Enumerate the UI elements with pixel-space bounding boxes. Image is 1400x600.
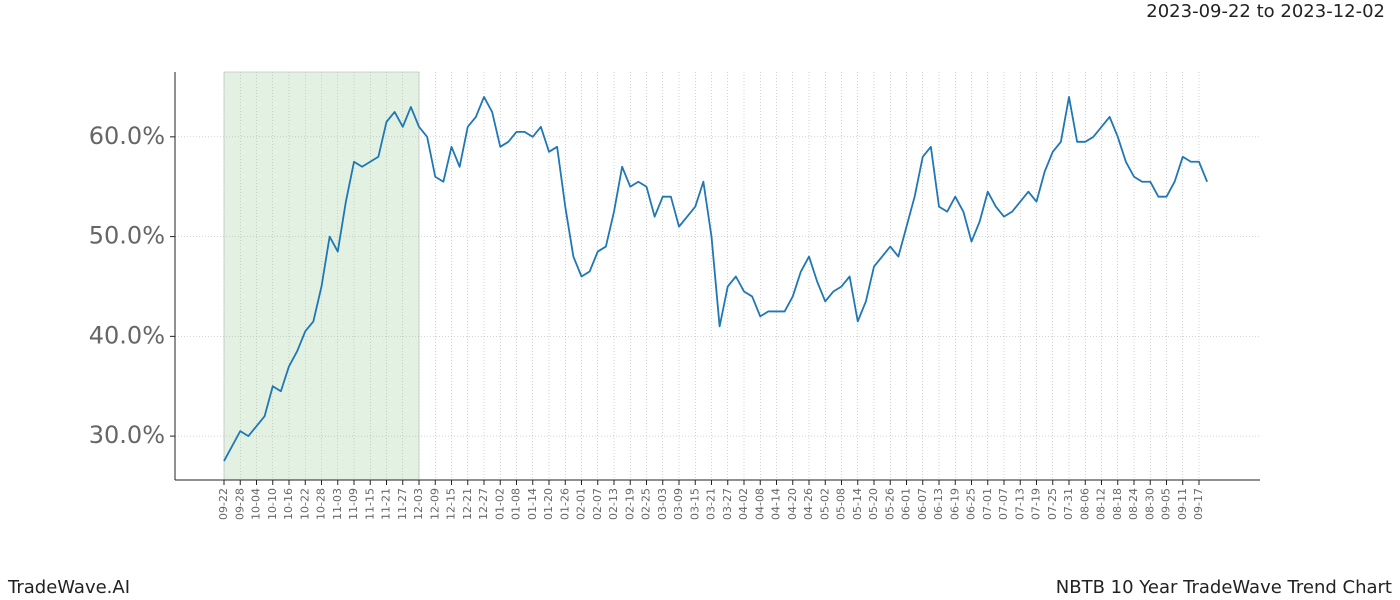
- x-tick-label: 04-26: [802, 488, 815, 520]
- x-tick-label: 02-13: [607, 488, 620, 520]
- x-tick-label: 02-19: [623, 488, 636, 520]
- x-tick-label: 08-12: [1095, 488, 1108, 520]
- x-tick-label: 05-02: [818, 488, 831, 520]
- x-tick-label: 12-21: [461, 488, 474, 520]
- x-tick-label: 02-25: [640, 488, 653, 520]
- y-tick-label: 30.0%: [89, 421, 165, 449]
- x-tick-label: 09-22: [217, 488, 230, 520]
- x-tick-label: 08-06: [1078, 488, 1091, 520]
- x-tick-label: 01-02: [493, 488, 506, 520]
- x-tick-label: 11-27: [396, 488, 409, 520]
- x-tick-label: 05-26: [883, 488, 896, 520]
- x-tick-label: 04-02: [737, 488, 750, 520]
- x-tick-label: 06-01: [900, 488, 913, 520]
- x-tick-label: 09-17: [1192, 488, 1205, 520]
- x-tick-label: 09-05: [1160, 488, 1173, 520]
- x-tick-label: 08-30: [1143, 488, 1156, 520]
- x-tick-label: 07-31: [1062, 488, 1075, 520]
- y-tick-label: 60.0%: [89, 122, 165, 150]
- x-tick-label: 04-14: [770, 488, 783, 520]
- x-tick-label: 11-09: [347, 488, 360, 520]
- x-tick-label: 10-28: [315, 488, 328, 520]
- y-tick-label: 40.0%: [89, 321, 165, 349]
- x-tick-label: 05-08: [835, 488, 848, 520]
- x-tick-label: 12-27: [477, 488, 490, 520]
- x-tick-label: 08-18: [1111, 488, 1124, 520]
- x-tick-label: 11-03: [331, 488, 344, 520]
- x-tick-label: 07-07: [997, 488, 1010, 520]
- x-tick-label: 09-28: [233, 488, 246, 520]
- x-tick-label: 11-15: [363, 488, 376, 520]
- x-tick-label: 10-16: [282, 488, 295, 520]
- trend-line: [223, 96, 1208, 462]
- x-tick-label: 08-24: [1127, 488, 1140, 520]
- x-tick-label: 06-19: [948, 488, 961, 520]
- x-tick-label: 01-08: [510, 488, 523, 520]
- x-tick-label: 03-21: [705, 488, 718, 520]
- x-tick-label: 12-09: [428, 488, 441, 520]
- x-tick-label: 03-27: [721, 488, 734, 520]
- footer-right: NBTB 10 Year TradeWave Trend Chart: [1056, 577, 1392, 598]
- x-tick-label: 10-04: [250, 488, 263, 520]
- x-tick-label: 01-26: [558, 488, 571, 520]
- x-tick-label: 06-07: [916, 488, 929, 520]
- x-tick-label: 03-09: [672, 488, 685, 520]
- x-tick-label: 03-03: [656, 488, 669, 520]
- x-tick-label: 09-11: [1176, 488, 1189, 520]
- x-tick-label: 12-03: [412, 488, 425, 520]
- x-tick-label: 07-13: [1013, 488, 1026, 520]
- x-tick-label: 10-10: [266, 488, 279, 520]
- x-tick-label: 04-20: [786, 488, 799, 520]
- x-tick-label: 04-08: [753, 488, 766, 520]
- x-tick-label: 06-13: [932, 488, 945, 520]
- x-tick-label: 05-14: [851, 488, 864, 520]
- x-tick-label: 11-21: [380, 488, 393, 520]
- x-tick-label: 02-01: [575, 488, 588, 520]
- chart-subtitle: 2023-09-22 to 2023-12-02: [1146, 1, 1385, 22]
- x-tick-label: 07-25: [1046, 488, 1059, 520]
- x-tick-label: 05-20: [867, 488, 880, 520]
- footer-left: TradeWave.AI: [7, 577, 130, 598]
- x-tick-label: 01-14: [526, 488, 539, 520]
- x-tick-label: 01-20: [542, 488, 555, 520]
- x-tick-label: 03-15: [688, 488, 701, 520]
- x-tick-label: 10-22: [298, 488, 311, 520]
- x-tick-label: 02-07: [591, 488, 604, 520]
- x-tick-label: 07-19: [1030, 488, 1043, 520]
- x-tick-label: 07-01: [981, 488, 994, 520]
- x-tick-label: 06-25: [965, 488, 978, 520]
- x-tick-label: 12-15: [445, 488, 458, 520]
- y-tick-label: 50.0%: [89, 222, 165, 250]
